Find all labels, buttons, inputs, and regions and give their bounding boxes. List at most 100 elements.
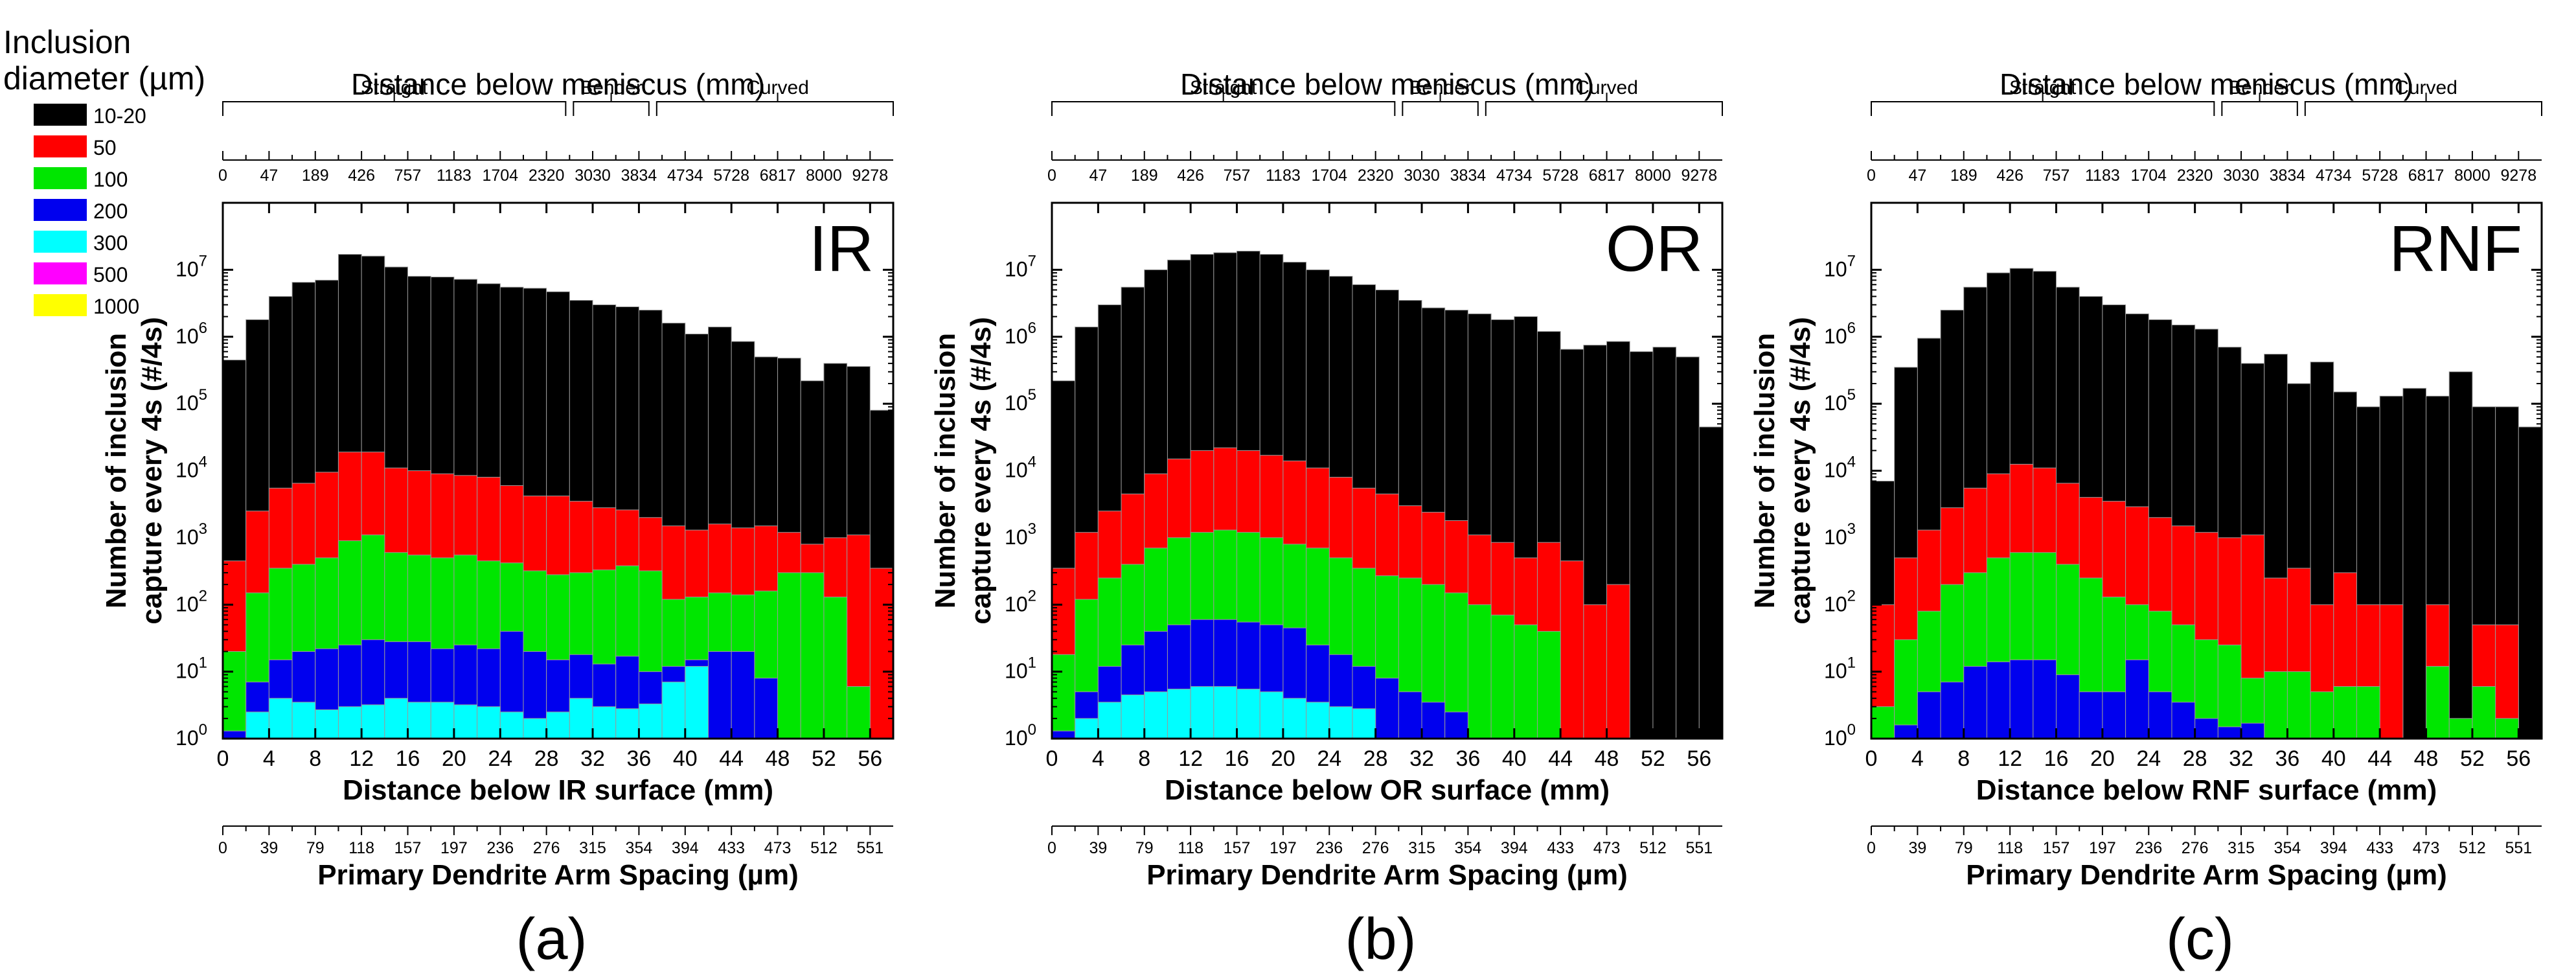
bar-200-0 [1051, 730, 1076, 739]
x-tick-label: 56 [2506, 746, 2531, 771]
meniscus-tick-label: 9278 [2500, 167, 2536, 185]
meniscus-tick-label: 47 [1908, 167, 1926, 185]
x-tick-label: 36 [2275, 746, 2299, 771]
y-axis-title-line2: capture every 4s (#/4s) [136, 317, 168, 625]
y-tick-label: 103 [176, 520, 207, 549]
x-tick-label: 40 [2321, 746, 2346, 771]
bar-300-24 [1328, 706, 1353, 739]
x-tick-label: 32 [2229, 746, 2253, 771]
pdas-tick-label: 118 [348, 839, 374, 857]
x-tick-label: 24 [488, 746, 512, 771]
pdas-tick-label: 551 [856, 839, 883, 857]
meniscus-tick-label: 3834 [1450, 167, 1487, 185]
pdas-tick-label: 354 [1455, 839, 1482, 857]
x-axis-title: Distance below RNF surface (mm) [1976, 774, 2437, 806]
pdas-tick-label: 394 [1501, 839, 1528, 857]
legend-swatch-6 [34, 262, 87, 284]
pdas-axis-title: Primary Dendrite Arm Spacing (µm) [1146, 859, 1628, 891]
meniscus-tick-label: 8000 [2454, 167, 2491, 185]
meniscus-tick-label: 4734 [667, 167, 703, 185]
x-tick-label: 40 [673, 746, 698, 771]
meniscus-tick-label: 426 [1177, 167, 1204, 185]
x-tick-label: 12 [1998, 746, 2022, 771]
bar-100-34 [2264, 671, 2288, 739]
meniscus-tick-label: 6817 [760, 167, 796, 185]
meniscus-tick-label: 1183 [437, 167, 472, 185]
bar-100-48 [777, 572, 801, 739]
meniscus-tick-label: 0 [1867, 167, 1876, 185]
bar-300-12 [361, 704, 385, 739]
bar-100-42 [1536, 630, 1561, 739]
bar-300-4 [1097, 702, 1122, 739]
meniscus-tick-label: 6817 [2408, 167, 2445, 185]
bar-100-0 [1051, 654, 1076, 739]
y-axis-title-line1: Number of inclusion [929, 333, 961, 608]
x-tick-label: 20 [2090, 746, 2115, 771]
x-tick-label: 32 [1409, 746, 1434, 771]
zone-label-curved: Curved [1575, 77, 1638, 98]
bar-200-22 [2125, 659, 2149, 739]
x-tick-label: 36 [1455, 746, 1480, 771]
pdas-tick-label: 197 [440, 839, 468, 857]
legend-title-line2: diameter (µm) [3, 60, 205, 97]
bar-300-14 [384, 698, 409, 739]
x-tick-label: 52 [812, 746, 836, 771]
x-tick-label: 40 [1502, 746, 1527, 771]
bar-10-20-50 [2448, 371, 2473, 739]
pdas-tick-label: 79 [1135, 839, 1154, 857]
y-tick-label: 104 [1005, 454, 1036, 482]
x-tick-label: 52 [1641, 746, 1665, 771]
meniscus-tick-label: 757 [394, 167, 422, 185]
legend-title-line1: Inclusion [3, 24, 131, 60]
meniscus-tick-label: 426 [348, 167, 375, 185]
meniscus-tick-label: 189 [302, 167, 329, 185]
meniscus-tick-label: 426 [1996, 167, 2023, 185]
pdas-tick-label: 512 [2459, 839, 2486, 857]
meniscus-tick-label: 189 [1950, 167, 1978, 185]
zone-bracket-straight [222, 93, 567, 116]
x-tick-label: 20 [1271, 746, 1295, 771]
y-tick-label: 107 [1005, 252, 1036, 281]
pdas-tick-label: 433 [2366, 839, 2393, 857]
meniscus-tick-label: 5728 [1542, 167, 1579, 185]
y-tick-label: 103 [1824, 520, 1856, 549]
zone-bracket-curved [655, 93, 894, 116]
bar-300-24 [499, 711, 524, 739]
zone-label-curved: Curved [2395, 77, 2457, 98]
bar-300-38 [661, 682, 686, 739]
bar-300-36 [638, 703, 663, 739]
bar-100-36 [2286, 671, 2311, 739]
bar-300-30 [569, 698, 593, 739]
bar-200-4 [1917, 691, 1941, 739]
y-tick-label: 100 [176, 721, 207, 750]
x-tick-label: 0 [1046, 746, 1058, 771]
y-tick-label: 102 [176, 587, 207, 616]
meniscus-tick-label: 47 [1089, 167, 1107, 185]
pdas-tick-label: 473 [2413, 839, 2440, 857]
bar-300-6 [1121, 694, 1145, 739]
zone-brackets: Straight Bender Curved [1871, 77, 2542, 116]
zone-brackets: Straight Bender Curved [1051, 77, 1723, 116]
meniscus-tick-label: 3030 [575, 167, 611, 185]
y-tick-label: 105 [1824, 386, 1856, 415]
pdas-tick-label: 79 [306, 839, 325, 857]
x-tick-label: 44 [2367, 746, 2392, 771]
meniscus-axis-title: Distance below meniscus (mm) [2000, 67, 2413, 101]
pdas-tick-label: 512 [810, 839, 838, 857]
bar-300-8 [1144, 691, 1168, 739]
bar-300-34 [615, 708, 639, 739]
bar-300-22 [477, 706, 501, 739]
pdas-tick-label: 39 [1089, 839, 1107, 857]
y-tick-label: 100 [1005, 721, 1036, 750]
pdas-tick-label: 197 [2089, 839, 2116, 857]
x-tick-label: 4 [263, 746, 275, 771]
legend-swatch-5 [34, 231, 87, 253]
pdas-tick-label: 354 [626, 839, 653, 857]
y-tick-label: 102 [1824, 587, 1856, 616]
x-tick-label: 16 [396, 746, 420, 771]
pdas-tick-label: 118 [1997, 839, 2023, 857]
meniscus-tick-label: 0 [1047, 167, 1056, 185]
meniscus-tick-label: 3834 [621, 167, 657, 185]
